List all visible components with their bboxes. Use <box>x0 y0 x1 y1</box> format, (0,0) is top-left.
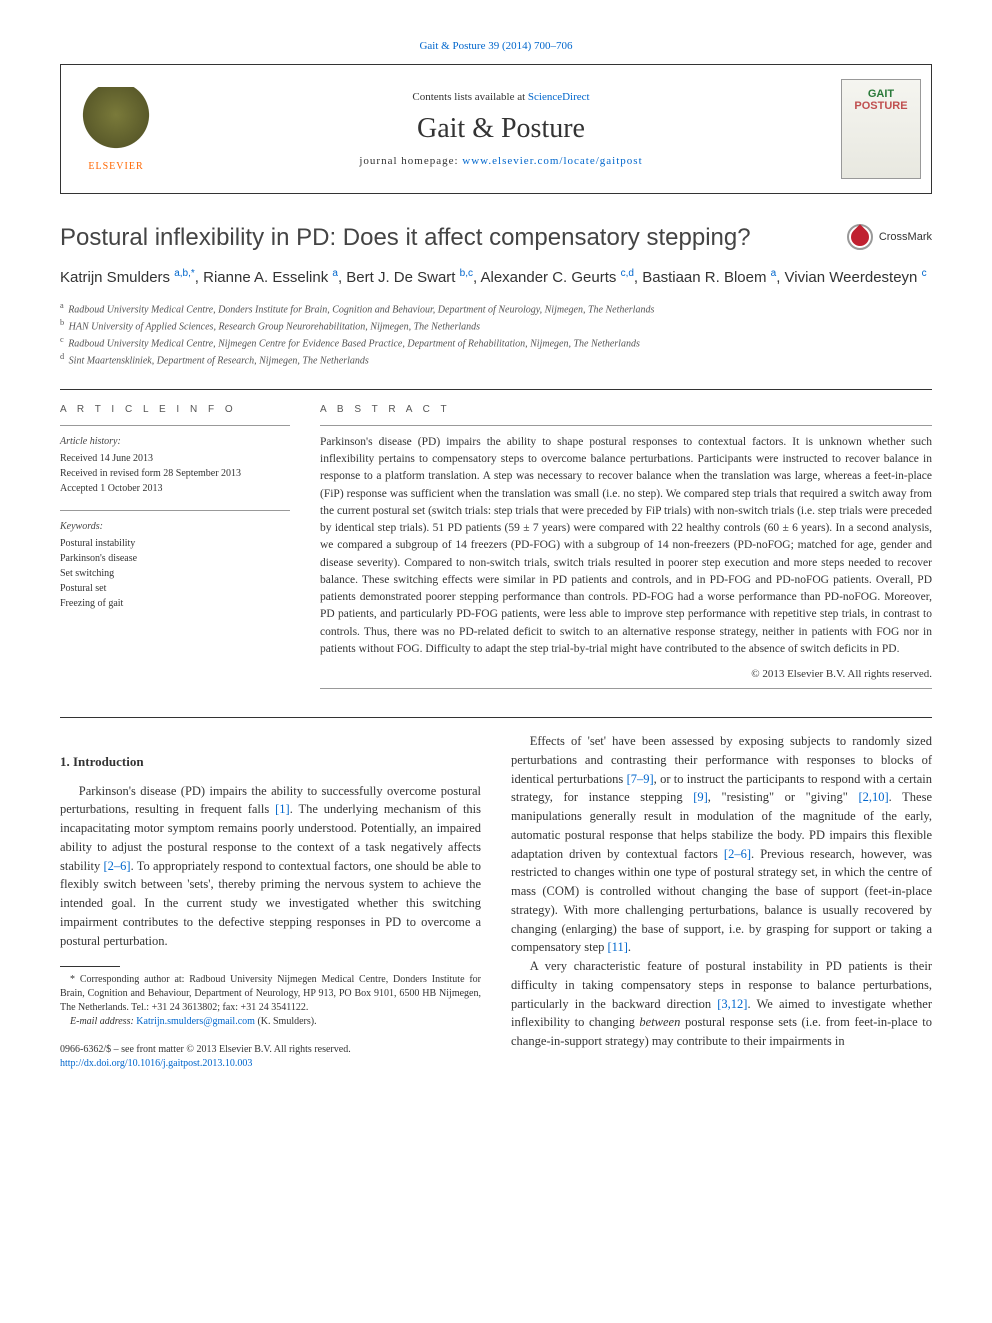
footnotes: * Corresponding author at: Radboud Unive… <box>60 973 481 1029</box>
keywords-list: Postural instabilityParkinson's diseaseS… <box>60 536 290 611</box>
homepage-line: journal homepage: www.elsevier.com/locat… <box>171 155 831 167</box>
abstract-text: Parkinson's disease (PD) impairs the abi… <box>320 434 932 658</box>
affiliation-line: d Sint Maartenskliniek, Department of Re… <box>60 351 932 368</box>
journal-name: Gait & Posture <box>171 113 831 145</box>
history-lines: Received 14 June 2013Received in revised… <box>60 451 290 496</box>
affiliation-line: b HAN University of Applied Sciences, Re… <box>60 317 932 334</box>
crossmark-label: CrossMark <box>879 231 932 243</box>
crossmark-icon <box>847 224 873 250</box>
ref-link[interactable]: [9] <box>693 790 708 804</box>
keyword: Freezing of gait <box>60 596 290 611</box>
abstract-divider-top <box>320 425 932 426</box>
email-suffix: (K. Smulders). <box>255 1016 317 1027</box>
abstract-heading: A B S T R A C T <box>320 404 932 415</box>
affiliations-list: a Radboud University Medical Centre, Don… <box>60 300 932 369</box>
authors-line: Katrijn Smulders a,b,*, Rianne A. Esseli… <box>60 266 932 290</box>
history-line: Received 14 June 2013 <box>60 451 290 466</box>
article-info-left: A R T I C L E I N F O Article history: R… <box>60 404 290 697</box>
ref-link[interactable]: [3,12] <box>717 997 747 1011</box>
abstract-divider-bottom <box>320 688 932 689</box>
header-center: Contents lists available at ScienceDirec… <box>171 65 831 193</box>
doi-link[interactable]: http://dx.doi.org/10.1016/j.gaitpost.201… <box>60 1058 252 1069</box>
intro-p2: Effects of 'set' have been assessed by e… <box>511 732 932 957</box>
info-divider-2 <box>60 510 290 511</box>
body-columns: 1. Introduction Parkinson's disease (PD)… <box>60 732 932 1071</box>
homepage-prefix: journal homepage: <box>359 155 462 167</box>
intro-p1: Parkinson's disease (PD) impairs the abi… <box>60 782 481 951</box>
affiliation-line: a Radboud University Medical Centre, Don… <box>60 300 932 317</box>
intro-p3: A very characteristic feature of postura… <box>511 957 932 1051</box>
abstract-col: A B S T R A C T Parkinson's disease (PD)… <box>320 404 932 697</box>
journal-ref-link[interactable]: Gait & Posture 39 (2014) 700–706 <box>419 40 572 52</box>
email-line: E-mail address: Katrijn.smulders@gmail.c… <box>60 1015 481 1029</box>
author-email-link[interactable]: Katrijn.smulders@gmail.com <box>136 1016 255 1027</box>
ref-link[interactable]: [2–6] <box>724 847 751 861</box>
sciencedirect-link[interactable]: ScienceDirect <box>528 91 590 103</box>
info-divider-1 <box>60 425 290 426</box>
history-line: Received in revised form 28 September 20… <box>60 466 290 481</box>
keywords-label: Keywords: <box>60 519 290 534</box>
keyword: Set switching <box>60 566 290 581</box>
journal-cover: GAIT POSTURE <box>831 65 931 193</box>
history-label: Article history: <box>60 434 290 449</box>
article-info-row: A R T I C L E I N F O Article history: R… <box>60 404 932 697</box>
journal-reference: Gait & Posture 39 (2014) 700–706 <box>60 40 932 52</box>
keywords-block: Keywords: Postural instabilityParkinson'… <box>60 519 290 611</box>
contents-prefix: Contents lists available at <box>412 91 527 103</box>
divider-top <box>60 389 932 390</box>
intro-heading: 1. Introduction <box>60 752 481 772</box>
cover-thumbnail: GAIT POSTURE <box>841 79 921 179</box>
cover-posture-label: POSTURE <box>854 100 907 112</box>
keyword: Postural instability <box>60 536 290 551</box>
cover-gait-label: GAIT <box>868 88 894 100</box>
body-col-right: Effects of 'set' have been assessed by e… <box>511 732 932 1071</box>
keyword: Postural set <box>60 581 290 596</box>
history-block: Article history: Received 14 June 2013Re… <box>60 434 290 496</box>
ref-link[interactable]: [2–6] <box>104 859 131 873</box>
ref-link[interactable]: [7–9] <box>627 772 654 786</box>
elsevier-label: ELSEVIER <box>88 161 143 172</box>
abstract-copyright: © 2013 Elsevier B.V. All rights reserved… <box>320 668 932 680</box>
issn-block: 0966-6362/$ – see front matter © 2013 El… <box>60 1043 481 1071</box>
body-col-left: 1. Introduction Parkinson's disease (PD)… <box>60 732 481 1071</box>
title-row: Postural inflexibility in PD: Does it af… <box>60 224 932 252</box>
affiliation-line: c Radboud University Medical Centre, Nij… <box>60 334 932 351</box>
keyword: Parkinson's disease <box>60 551 290 566</box>
homepage-link[interactable]: www.elsevier.com/locate/gaitpost <box>462 155 642 167</box>
ref-link[interactable]: [11] <box>608 940 628 954</box>
issn-line: 0966-6362/$ – see front matter © 2013 El… <box>60 1043 481 1057</box>
email-label: E-mail address: <box>70 1016 136 1027</box>
elsevier-tree-icon <box>81 87 151 157</box>
footnote-rule <box>60 966 120 967</box>
elsevier-logo[interactable]: ELSEVIER <box>61 65 171 193</box>
journal-header: ELSEVIER Contents lists available at Sci… <box>60 64 932 194</box>
crossmark-badge[interactable]: CrossMark <box>847 224 932 250</box>
history-line: Accepted 1 October 2013 <box>60 481 290 496</box>
ref-link[interactable]: [2,10] <box>858 790 888 804</box>
article-title: Postural inflexibility in PD: Does it af… <box>60 224 827 252</box>
corresponding-author: * Corresponding author at: Radboud Unive… <box>60 973 481 1015</box>
divider-body <box>60 717 932 718</box>
ref-link[interactable]: [1] <box>275 802 290 816</box>
contents-line: Contents lists available at ScienceDirec… <box>171 91 831 103</box>
article-info-heading: A R T I C L E I N F O <box>60 404 290 415</box>
